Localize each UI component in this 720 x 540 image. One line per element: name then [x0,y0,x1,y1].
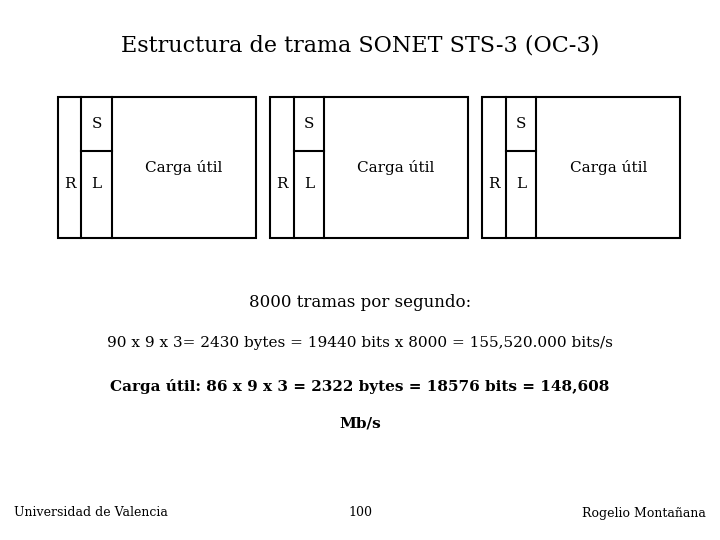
Text: Estructura de trama SONET STS-3 (OC-3): Estructura de trama SONET STS-3 (OC-3) [121,35,599,57]
Text: Carga útil: Carga útil [357,160,435,175]
Text: 90 x 9 x 3= 2430 bytes = 19440 bits x 8000 = 155,520.000 bits/s: 90 x 9 x 3= 2430 bytes = 19440 bits x 80… [107,336,613,350]
Text: S: S [304,117,314,131]
Bar [270,97,468,238]
Text: R: R [276,177,287,191]
Text: 8000 tramas por segundo:: 8000 tramas por segundo: [249,294,471,311]
Text: Mb/s: Mb/s [339,417,381,431]
Text: L: L [91,177,102,191]
Text: Carga útil: Carga útil [570,160,647,175]
Text: R: R [64,177,75,191]
Text: Rogelio Montañana: Rogelio Montañana [582,507,706,519]
Bar [58,97,256,238]
Text: S: S [91,117,102,131]
Text: Carga útil: 86 x 9 x 3 = 2322 bytes = 18576 bits = 148,608: Carga útil: 86 x 9 x 3 = 2322 bytes = 18… [110,379,610,394]
Text: L: L [516,177,526,191]
Text: 100: 100 [348,507,372,519]
Text: R: R [489,177,500,191]
Text: L: L [304,177,314,191]
Bar [482,97,680,238]
Text: Carga útil: Carga útil [145,160,222,175]
Text: S: S [516,117,526,131]
Text: Universidad de Valencia: Universidad de Valencia [14,507,168,519]
